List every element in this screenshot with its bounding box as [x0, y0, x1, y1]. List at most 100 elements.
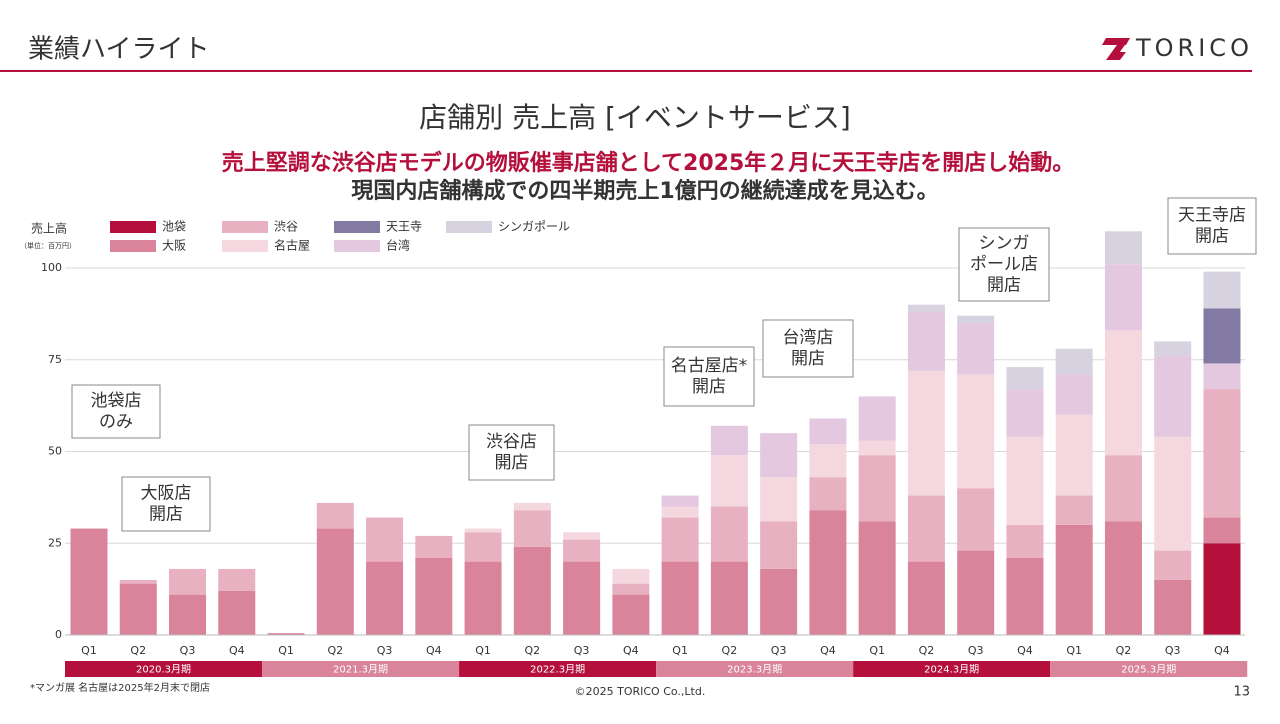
bar-segment: [809, 418, 847, 445]
period-label: 2025.3月期: [1121, 664, 1176, 676]
bar-segment: [119, 583, 157, 635]
x-tick-label: Q2: [919, 644, 935, 657]
annotation-text: 渋谷店: [486, 432, 537, 452]
annotation-text: 開店: [692, 377, 726, 397]
copyright: ©2025 TORICO Co.,Ltd.: [575, 685, 706, 698]
x-tick-label: Q2: [327, 644, 343, 657]
bar-segment: [1203, 543, 1241, 635]
bar-segment: [513, 502, 551, 511]
bar-segment: [464, 532, 502, 562]
bar-segment: [1006, 389, 1044, 437]
bar-segment: [710, 506, 748, 562]
x-tick-label: Q4: [229, 644, 245, 657]
bar-segment: [1154, 550, 1192, 580]
bar-segment: [957, 323, 995, 375]
bar-segment: [1006, 367, 1044, 390]
annotation-text: 台湾店: [783, 328, 834, 348]
x-tick-label: Q4: [1017, 644, 1033, 657]
annotation-box: [958, 227, 1050, 302]
annotation-text: 大阪店: [141, 484, 192, 504]
y-tick-label: 0: [55, 628, 62, 641]
period-band: [262, 661, 460, 677]
x-tick-label: Q1: [1066, 644, 1082, 657]
bar-segment: [957, 550, 995, 635]
x-tick-label: Q1: [869, 644, 885, 657]
bar-segment: [858, 521, 896, 635]
bar-segment: [316, 502, 354, 529]
legend-swatch: [110, 240, 156, 252]
y-tick-label: 100: [41, 261, 62, 274]
bar-segment: [957, 374, 995, 489]
x-tick-label: Q3: [377, 644, 393, 657]
bar-segment: [809, 510, 847, 635]
bar-segment: [809, 444, 847, 478]
legend-swatch: [334, 240, 380, 252]
bar-segment: [1006, 524, 1044, 558]
bar-segment: [169, 568, 207, 595]
bar-segment: [1203, 517, 1241, 544]
annotation-box: [71, 384, 161, 439]
bar-segment: [218, 590, 256, 635]
bar-segment: [415, 557, 453, 635]
bar-segment: [1055, 374, 1093, 415]
bar-segment: [1055, 524, 1093, 635]
annotation-box: [468, 424, 555, 481]
bar-segment: [612, 583, 650, 595]
x-tick-label: Q2: [525, 644, 541, 657]
bar-segment: [907, 312, 945, 371]
bar-segment: [513, 510, 551, 547]
annotation-text: 開店: [149, 505, 183, 525]
bar-segment: [119, 579, 157, 584]
y-tick-label: 75: [48, 353, 62, 366]
subtitle: 売上堅調な渋谷店モデルの物販催事店舗として2025年２月に天王寺店を開店し始動。: [222, 150, 1075, 176]
period-band: [65, 661, 263, 677]
bar-segment: [1203, 389, 1241, 518]
bar-segment: [1104, 455, 1142, 522]
logo: TORICO: [1135, 34, 1253, 62]
x-tick-label: Q4: [623, 644, 639, 657]
logo-mark: [1102, 38, 1130, 60]
bar-segment: [169, 594, 207, 635]
subtitle: 現国内店舗構成での四半期売上1億円の継続達成を見込む。: [351, 178, 938, 204]
x-tick-label: Q2: [1116, 644, 1132, 657]
bar-segment: [907, 370, 945, 496]
bar-segment: [957, 488, 995, 551]
x-tick-label: Q3: [574, 644, 590, 657]
bar-segment: [661, 561, 699, 635]
bar-segment: [218, 568, 256, 591]
bar-segment: [1006, 557, 1044, 635]
y-tick-label: 50: [48, 445, 62, 458]
period-label: 2024.3月期: [924, 664, 979, 676]
bar-segment: [1203, 271, 1241, 309]
legend-swatch: [222, 240, 268, 252]
bar-segment: [563, 532, 601, 540]
x-tick-label: Q2: [722, 644, 738, 657]
bar-segment: [760, 477, 798, 522]
bar-segment: [1055, 348, 1093, 375]
legend-label: 天王寺: [386, 220, 422, 234]
bar-segment: [316, 528, 354, 635]
legend-swatch: [222, 221, 268, 233]
annotation-box: [1167, 197, 1257, 255]
bar-segment: [464, 561, 502, 635]
legend-label: 台湾: [386, 238, 410, 253]
bar-segment: [1154, 436, 1192, 551]
annotation-text: 開店: [987, 276, 1021, 296]
annotation-box: [762, 319, 854, 378]
bar-segment: [563, 561, 601, 635]
legend-swatch: [334, 221, 380, 233]
bar-segment: [1104, 521, 1142, 635]
legend-swatch: [446, 221, 492, 233]
x-tick-label: Q4: [426, 644, 442, 657]
bar-segment: [907, 304, 945, 313]
x-tick-label: Q4: [1214, 644, 1230, 657]
bar-segment: [1006, 436, 1044, 525]
bar-segment: [760, 433, 798, 478]
annotation-text: 開店: [791, 349, 825, 369]
bar-segment: [1154, 579, 1192, 635]
page-number: 13: [1233, 685, 1250, 700]
bar-segment: [809, 477, 847, 511]
annotation-text: 池袋店: [91, 391, 142, 411]
period-band: [459, 661, 657, 677]
